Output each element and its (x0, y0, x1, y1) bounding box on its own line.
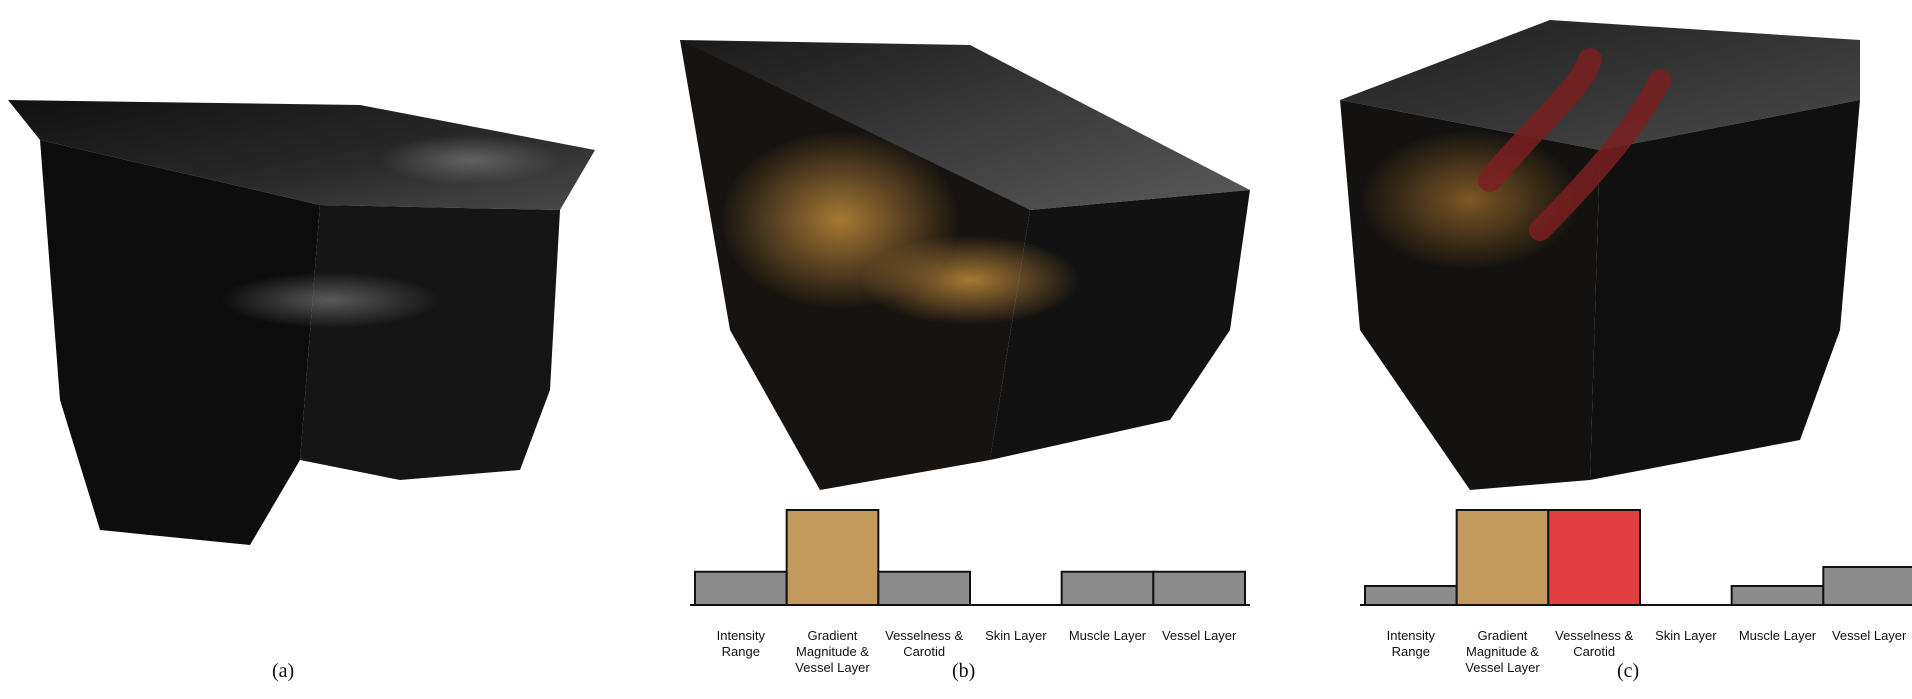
bar-gradient-magnitude-vessel-layer (787, 510, 879, 605)
bar-intensity-range (695, 572, 787, 605)
bar-chart-c (1360, 505, 1912, 615)
bar-vesselness-carotid (1548, 510, 1640, 605)
bar-muscle-layer (1062, 572, 1154, 605)
category-label: Intensity Range (1365, 628, 1457, 660)
panel-b: Intensity Range Gradient Magnitude & Vess… (670, 0, 1270, 699)
bar-intensity-range (1365, 586, 1457, 605)
category-label: Skin Layer (1640, 628, 1732, 644)
category-label: Vessel Layer (1153, 628, 1245, 644)
bar-chart-b (690, 505, 1250, 615)
category-label: Gradient Magnitude & Vessel Layer (787, 628, 879, 676)
bar-gradient-magnitude-vessel-layer (1457, 510, 1549, 605)
category-label: Vesselness & Carotid (1548, 628, 1640, 660)
panel-label: (a) (272, 660, 294, 683)
category-label: Vesselness & Carotid (878, 628, 970, 660)
category-label: Vessel Layer (1823, 628, 1912, 644)
bar-vesselness-carotid (878, 572, 970, 605)
category-label: Muscle Layer (1062, 628, 1154, 644)
panel-c: Intensity Range Gradient Magnitude & Vess… (1340, 0, 1912, 699)
ultrasound-volume-render-c (1340, 0, 1912, 500)
category-label: Gradient Magnitude & Vessel Layer (1457, 628, 1549, 676)
bar-vessel-layer (1823, 567, 1912, 605)
bar-muscle-layer (1732, 586, 1824, 605)
bar-vessel-layer (1153, 572, 1245, 605)
category-label: Intensity Range (695, 628, 787, 660)
panel-a: (a) (0, 0, 600, 699)
ultrasound-volume-render-a (0, 0, 600, 560)
category-label: Skin Layer (970, 628, 1062, 644)
panel-label: (c) (1617, 660, 1639, 683)
category-label: Muscle Layer (1732, 628, 1824, 644)
ultrasound-volume-render-b (670, 0, 1270, 500)
panel-label: (b) (952, 660, 975, 683)
